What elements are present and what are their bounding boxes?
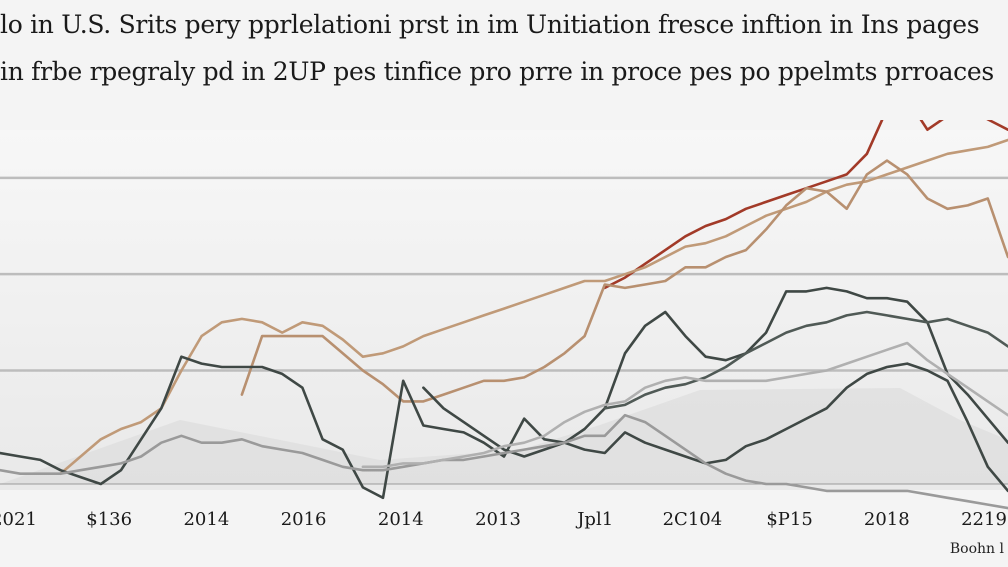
series-line-7 bbox=[361, 341, 1008, 469]
series-line-1 bbox=[59, 138, 1008, 475]
x-tick-label-10: 2219 bbox=[961, 509, 1007, 530]
series-line-6 bbox=[0, 413, 1008, 510]
series-line-3 bbox=[0, 355, 1008, 500]
x-tick-label-6: Jpl1 bbox=[575, 509, 613, 530]
x-tick-label-4: 2014 bbox=[378, 509, 424, 530]
series-lines bbox=[0, 120, 1008, 510]
series-line-4 bbox=[422, 286, 1008, 458]
x-tick-label-3: 2016 bbox=[281, 509, 327, 530]
x-tick-label-7: 2C104 bbox=[663, 509, 723, 530]
series-line-2 bbox=[240, 159, 1008, 403]
source-note: Boohn l bbox=[949, 541, 1004, 557]
line-chart: 2021 $136 2014 2016 2014 2013 Jpl1 2C104 $P15 201… bbox=[0, 120, 1008, 530]
series-line-5 bbox=[603, 310, 1008, 410]
x-tick-labels: 2021 $136 2014 2016 2014 2013 Jpl1 2C104 $P15 201… bbox=[0, 509, 1007, 530]
x-tick-label-1: $136 bbox=[86, 509, 132, 530]
x-tick-label-2: 2014 bbox=[183, 509, 229, 530]
chart-title-line-2: in frbe rpegraly pd in 2UP pes tinfice p… bbox=[0, 57, 994, 86]
x-tick-label-5: 2013 bbox=[475, 509, 521, 530]
x-tick-label-9: 2018 bbox=[864, 509, 910, 530]
x-tick-label-0: 2021 bbox=[0, 509, 37, 530]
chart-title-line-1: lo in U.S. Srits pery pprlelationi prst … bbox=[0, 10, 980, 39]
x-tick-label-8: $P15 bbox=[766, 509, 812, 530]
